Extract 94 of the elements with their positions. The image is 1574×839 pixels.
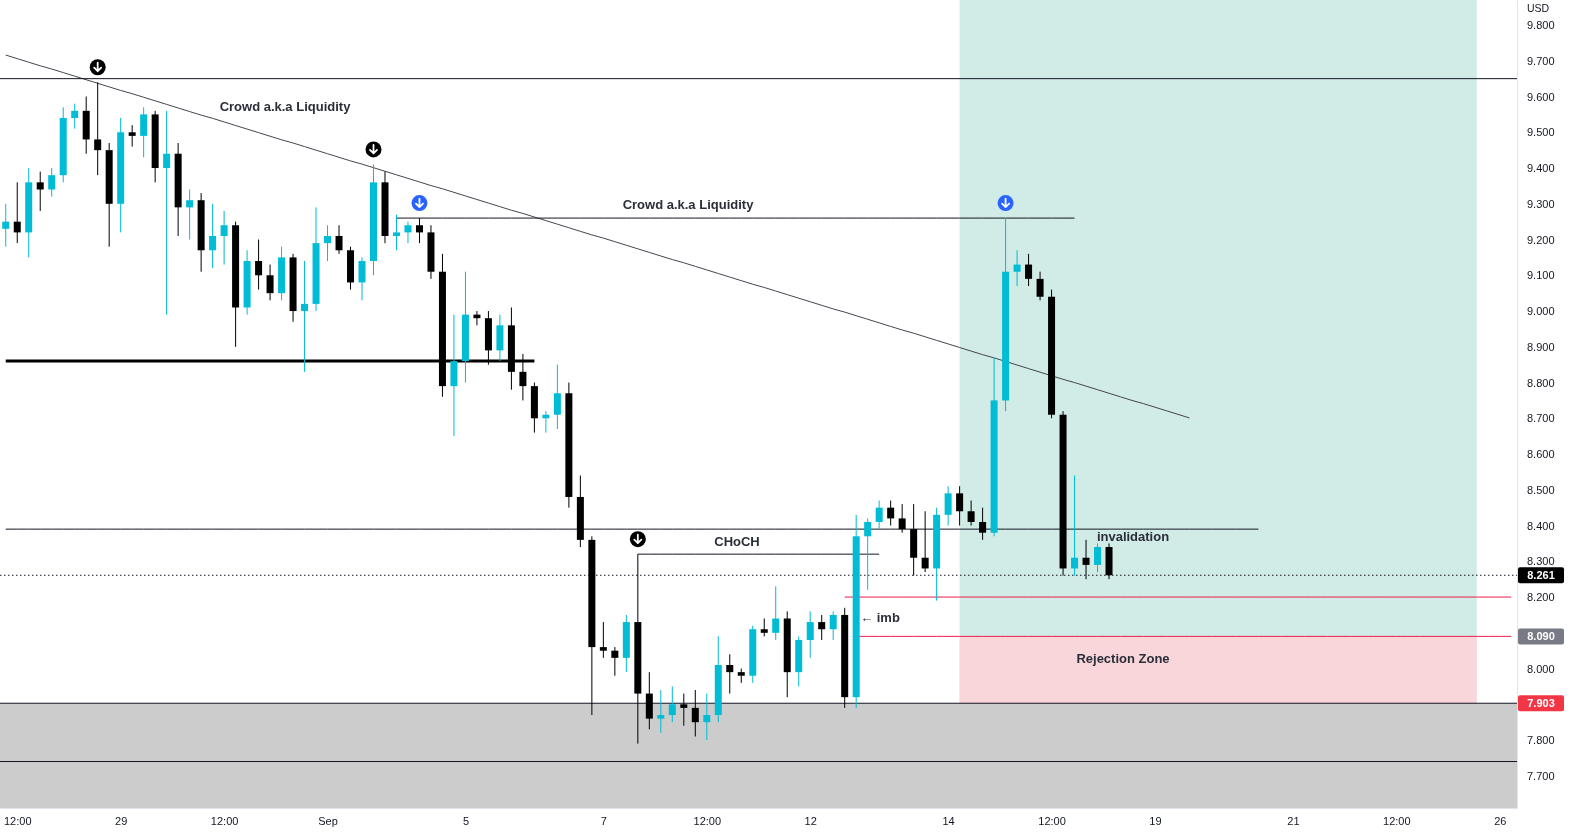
candlestick bbox=[818, 614, 826, 641]
x-tick-label: Sep bbox=[318, 814, 338, 827]
candlestick bbox=[301, 260, 309, 373]
y-tick-label: 7.700 bbox=[1527, 769, 1555, 782]
y-tick-label: 8.700 bbox=[1527, 412, 1555, 425]
candlestick bbox=[1036, 271, 1044, 301]
y-tick-label: 8.300 bbox=[1527, 555, 1555, 568]
annotation: ← imb bbox=[860, 609, 900, 625]
candlestick bbox=[726, 653, 734, 695]
candlestick bbox=[967, 500, 975, 527]
candlestick bbox=[404, 221, 412, 244]
candlestick bbox=[1094, 542, 1102, 573]
y-tick-label: 9.500 bbox=[1527, 126, 1555, 139]
y-tick-label: 9.800 bbox=[1527, 19, 1555, 32]
x-tick-label: 19 bbox=[1149, 814, 1162, 827]
candlestick bbox=[772, 585, 780, 641]
x-tick-label: 14 bbox=[942, 814, 955, 827]
x-tick-label: 5 bbox=[462, 814, 470, 827]
candlestick bbox=[71, 103, 79, 130]
candlestick bbox=[13, 181, 21, 244]
y-tick-label: 9.400 bbox=[1527, 162, 1555, 175]
y-tick-label: 8.200 bbox=[1527, 591, 1555, 604]
data-label: 8.090 bbox=[1527, 630, 1555, 643]
x-tick-label: 12:00 bbox=[1038, 814, 1066, 827]
ref-line-label: Crowd a.k.a Liquidity bbox=[219, 99, 352, 115]
candlestick bbox=[657, 689, 665, 734]
candlestick bbox=[266, 264, 274, 301]
candlestick bbox=[163, 110, 171, 316]
candlestick bbox=[220, 210, 228, 266]
x-tick-label: 7 bbox=[600, 814, 607, 827]
series-label: invalidation bbox=[1096, 528, 1170, 544]
y-tick-label: 8.500 bbox=[1527, 483, 1555, 496]
candlestick bbox=[128, 124, 136, 148]
candlestick bbox=[956, 485, 964, 527]
y-tick-label: 9.300 bbox=[1527, 197, 1555, 210]
y-tick-label: 9.200 bbox=[1527, 233, 1555, 246]
candlestick bbox=[1025, 253, 1033, 287]
ref-line-label: 7.903 bbox=[1527, 697, 1555, 710]
y-tick-label: 8.400 bbox=[1527, 519, 1555, 532]
candlestick bbox=[415, 217, 423, 244]
candlestick bbox=[680, 693, 688, 727]
x-tick-label: 29 bbox=[115, 814, 128, 827]
candlestick bbox=[392, 214, 400, 251]
candlestick bbox=[1082, 539, 1090, 580]
candlestick bbox=[553, 364, 561, 430]
candlestick bbox=[703, 693, 711, 741]
series-label: Crowd a.k.a Liquidity bbox=[622, 196, 755, 212]
y-tick-label: 8.000 bbox=[1527, 662, 1555, 675]
candlestick bbox=[36, 171, 44, 212]
candlestick bbox=[668, 685, 676, 723]
candlestick bbox=[691, 689, 699, 737]
candlestick bbox=[875, 500, 883, 530]
candlestick bbox=[186, 188, 194, 241]
x-tick-label: 26 bbox=[1494, 814, 1507, 827]
candlestick bbox=[979, 507, 987, 541]
y-tick-label: 9.700 bbox=[1527, 54, 1555, 67]
x-tick-label: 12 bbox=[804, 814, 817, 827]
candlestick bbox=[335, 224, 343, 255]
x-tick-label: 21 bbox=[1287, 814, 1300, 827]
y-tick-label: 8.900 bbox=[1527, 340, 1555, 353]
candlestick bbox=[887, 500, 895, 527]
x-tick-label: 12:00 bbox=[3, 814, 32, 827]
candlestick bbox=[140, 106, 148, 158]
y-tick-label: 9.000 bbox=[1527, 305, 1555, 318]
y-tick-label: 9.100 bbox=[1527, 269, 1555, 282]
candlestick bbox=[358, 256, 366, 301]
candlestick bbox=[2, 203, 10, 248]
y-tick-label: 7.800 bbox=[1527, 734, 1555, 747]
x-tick-label: 12:00 bbox=[693, 814, 722, 827]
line-series bbox=[5, 54, 1190, 419]
candlestick bbox=[48, 167, 56, 198]
candlestick bbox=[599, 621, 607, 659]
candlestick bbox=[806, 610, 814, 659]
candlestick bbox=[921, 510, 929, 573]
candlestick bbox=[255, 239, 263, 291]
y-tick-label: 8.800 bbox=[1527, 376, 1555, 389]
ref-line-label: 8.261 bbox=[1527, 569, 1555, 582]
x-tick-label: 12:00 bbox=[1383, 814, 1411, 827]
x-tick-label: 12:00 bbox=[210, 814, 239, 827]
candlestick bbox=[611, 646, 619, 677]
candlestick bbox=[324, 224, 332, 262]
series-label: CHoCH bbox=[714, 533, 760, 549]
candlestick bbox=[1013, 249, 1021, 287]
y-tick-label: 9.600 bbox=[1527, 90, 1555, 103]
candlestick bbox=[898, 503, 906, 534]
candlestick bbox=[864, 517, 872, 591]
series-label: Rejection Zone bbox=[1076, 650, 1170, 666]
candlestick bbox=[829, 610, 837, 641]
y-tick-label: 8.600 bbox=[1527, 448, 1555, 461]
candlestick bbox=[1071, 475, 1079, 577]
candlestick bbox=[209, 203, 217, 269]
candlestick bbox=[944, 485, 952, 527]
candlestick bbox=[94, 81, 102, 176]
y-axis-title: USD bbox=[1527, 2, 1550, 14]
